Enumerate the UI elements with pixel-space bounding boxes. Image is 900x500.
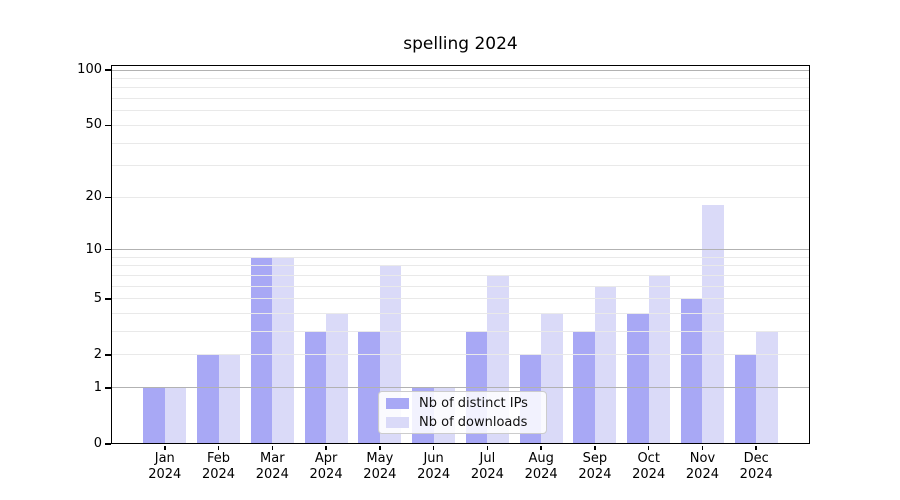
- y-axis-tick-label: 10: [85, 241, 102, 257]
- bar-distinct-ips: [734, 354, 757, 444]
- y-tick-mark: [105, 248, 111, 251]
- bar-distinct-ips: [143, 387, 165, 444]
- bar-downloads: [326, 313, 348, 444]
- x-tick-mark: [701, 445, 704, 450]
- y-axis-tick-label: 20: [85, 189, 102, 205]
- y-tick-mark: [105, 298, 111, 300]
- gridline-minor: [111, 110, 810, 112]
- gridline-minor: [111, 77, 810, 79]
- x-tick-mark: [325, 445, 327, 450]
- legend-swatch-downloads: [386, 416, 409, 428]
- x-axis-tick-label: Oct 2024: [632, 451, 666, 482]
- plot-frame: [111, 65, 810, 444]
- y-tick-mark: [105, 443, 111, 445]
- gridline-minor: [111, 298, 810, 300]
- x-axis-tick-label: Dec 2024: [739, 451, 773, 482]
- y-tick-mark: [105, 354, 111, 356]
- y-axis-tick-label: 0: [93, 436, 102, 451]
- gridline-minor: [111, 285, 810, 287]
- gridline-major: [111, 249, 810, 251]
- gridline-minor: [111, 331, 810, 333]
- gridline-minor: [111, 142, 810, 144]
- y-tick-mark: [105, 124, 111, 127]
- y-axis-tick-label: 100: [77, 62, 102, 77]
- gridline-minor: [111, 196, 810, 198]
- x-axis-tick-label: Jun 2024: [417, 451, 451, 482]
- y-tick-mark: [105, 69, 111, 71]
- gridline-major: [111, 69, 810, 71]
- x-axis-tick-label: Feb 2024: [201, 451, 236, 482]
- bar-downloads: [594, 286, 617, 444]
- gridline-minor: [111, 265, 810, 267]
- gridline-minor: [111, 165, 810, 167]
- y-axis-tick-label: 5: [93, 290, 102, 306]
- gridline-minor: [111, 98, 810, 100]
- x-axis-tick-label: May 2024: [363, 451, 397, 482]
- bar-distinct-ips: [197, 354, 219, 444]
- bar-downloads: [164, 387, 187, 444]
- bar-distinct-ips: [680, 298, 703, 444]
- x-tick-mark: [217, 445, 220, 450]
- x-tick-mark: [594, 445, 596, 450]
- bar-distinct-ips: [627, 313, 649, 444]
- bar-downloads: [648, 275, 671, 444]
- x-axis-tick-label: Apr 2024: [309, 451, 343, 482]
- x-tick-mark: [755, 445, 757, 450]
- x-tick-mark: [379, 445, 381, 450]
- bar-distinct-ips: [250, 257, 273, 444]
- chart-title: spelling 2024: [403, 34, 518, 54]
- x-tick-mark: [271, 445, 274, 450]
- x-tick-mark: [486, 445, 489, 450]
- legend: Nb of distinct IPs Nb of downloads: [378, 391, 547, 434]
- bar-downloads: [702, 205, 724, 444]
- x-axis-tick-label: Sep 2024: [578, 451, 612, 482]
- x-axis-tick-label: Jan 2024: [148, 451, 182, 482]
- gridline-minor: [111, 354, 810, 356]
- x-tick-mark: [164, 445, 166, 450]
- x-axis-tick-label: Jul 2024: [470, 451, 504, 482]
- bar-downloads: [218, 354, 241, 444]
- y-tick-mark: [105, 196, 111, 199]
- y-axis-tick-label: 1: [93, 379, 102, 395]
- x-axis-tick-label: Aug 2024: [524, 451, 558, 482]
- gridline-major: [111, 387, 810, 389]
- legend-item-downloads: Nb of downloads: [386, 415, 538, 430]
- y-axis-tick-label: 2: [93, 346, 102, 362]
- legend-item-distinct-ips: Nb of distinct IPs: [386, 396, 538, 411]
- x-axis-tick-label: Nov 2024: [685, 451, 719, 482]
- gridline-minor: [111, 256, 810, 258]
- bar-downloads: [272, 257, 294, 444]
- gridline-minor: [111, 274, 810, 276]
- x-tick-mark: [540, 445, 542, 450]
- x-tick-mark: [432, 445, 435, 450]
- x-tick-mark: [647, 445, 650, 450]
- y-axis-tick-label: 50: [85, 117, 102, 133]
- gridline-minor: [111, 87, 810, 89]
- gridline-minor: [111, 124, 810, 126]
- gridline-minor: [111, 313, 810, 315]
- y-tick-mark: [105, 387, 111, 389]
- x-axis-tick-label: Mar 2024: [255, 451, 289, 482]
- legend-label-distinct-ips: Nb of distinct IPs: [419, 395, 528, 411]
- legend-label-downloads: Nb of downloads: [419, 414, 528, 430]
- legend-swatch-distinct-ips: [386, 397, 409, 409]
